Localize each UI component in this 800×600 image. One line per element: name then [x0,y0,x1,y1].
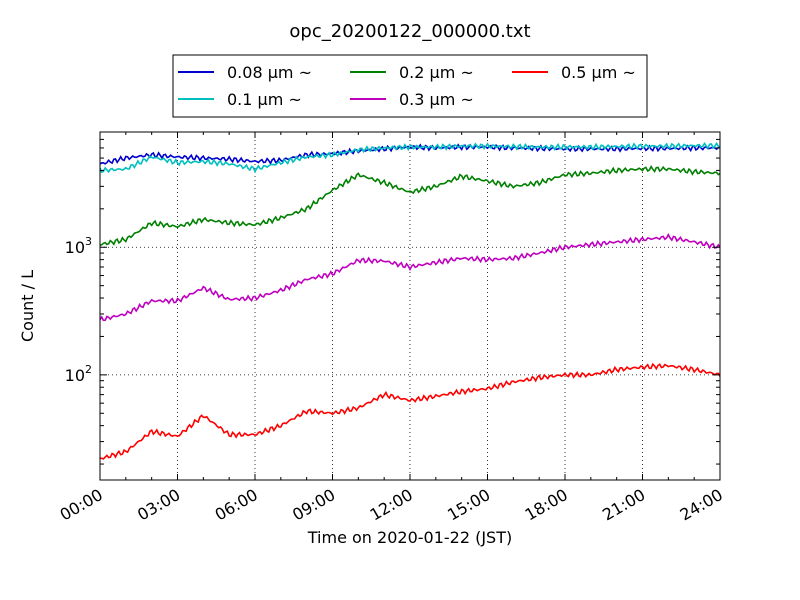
series-line [99,233,721,322]
legend-label: 0.5 µm ~ [561,63,636,82]
x-tick-label: 06:00 [212,485,261,525]
legend-item: 0.2 µm ~ [350,63,474,82]
y-tick-label: 102 [65,363,92,385]
series-line [99,141,721,174]
legend-label: 0.1 µm ~ [227,90,302,109]
legend-item: 0.1 µm ~ [178,90,302,109]
x-axis-label: Time on 2020-01-22 (JST) [307,528,512,547]
grid-lines [100,132,720,480]
legend-label: 0.08 µm ~ [227,63,312,82]
series-layer [99,141,721,460]
y-tick-base: 10 [65,366,85,385]
legend-box [172,54,648,118]
legend: 0.08 µm ~ 0.1 µm ~ 0.2 µm ~ 0.3 µm ~ 0.5 µm … [172,54,648,118]
legend-item: 0.08 µm ~ [178,63,312,82]
x-tick-label: 09:00 [289,485,338,525]
x-tick-label: 03:00 [134,485,183,525]
x-tick-label: 12:00 [367,485,416,525]
axis-ticks: 00:00 03:00 06:00 09:00 12:00 15:00 18:00 21:00… [57,131,726,525]
legend-item: 0.5 µm ~ [512,63,636,82]
legend-label: 0.2 µm ~ [399,63,474,82]
x-tick-label: 00:00 [57,485,106,525]
y-tick-base: 10 [65,238,85,257]
legend-item: 0.3 µm ~ [350,90,474,109]
x-tick-label: 24:00 [677,485,726,525]
y-tick-exponent: 2 [85,363,92,376]
x-tick-label: 15:00 [444,485,493,525]
x-tick-label: 21:00 [599,485,648,525]
y-tick-exponent: 3 [85,235,92,248]
series-line [99,164,721,246]
chart-title: opc_20200122_000000.txt [289,21,530,42]
y-tick-label: 103 [65,235,92,257]
series-line [99,362,721,460]
legend-label: 0.3 µm ~ [399,90,474,109]
x-tick-label: 18:00 [522,485,571,525]
y-axis-label: Count / L [18,270,37,342]
